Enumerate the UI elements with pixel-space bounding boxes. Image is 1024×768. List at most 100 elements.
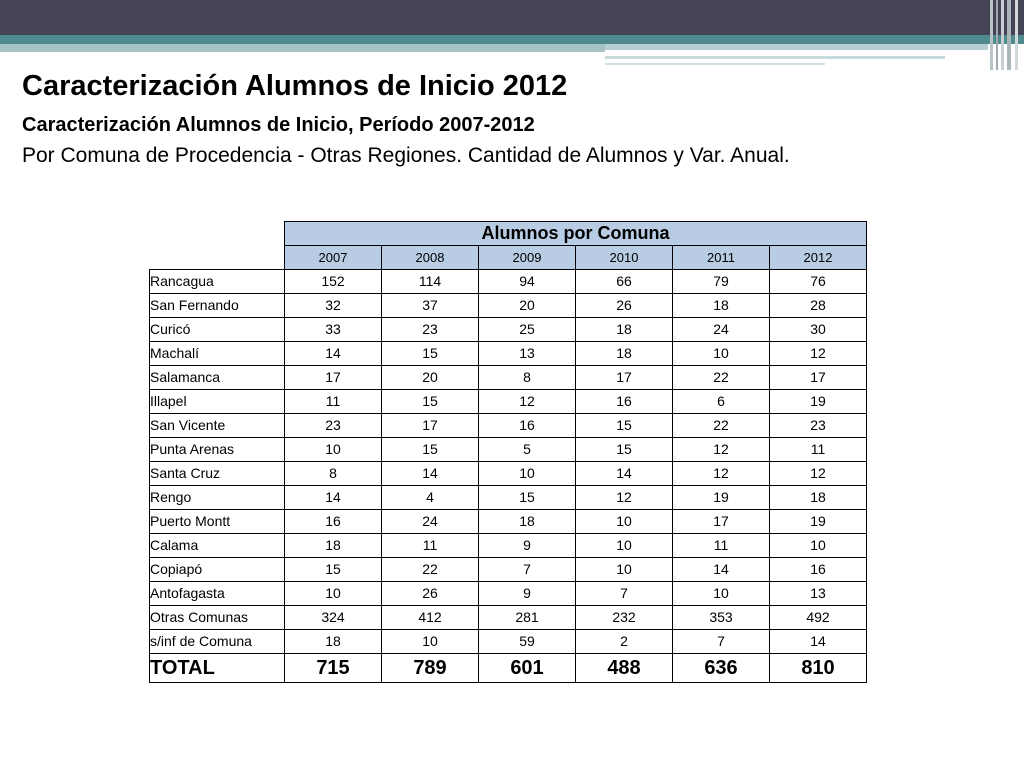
- value-cell: 18: [284, 533, 382, 558]
- value-cell: 10: [478, 461, 576, 486]
- value-cell: 13: [769, 581, 867, 606]
- value-cell: 12: [672, 461, 770, 486]
- comuna-label: Rancagua: [149, 269, 285, 294]
- value-cell: 11: [284, 389, 382, 414]
- value-cell: 14: [284, 485, 382, 510]
- value-cell: 24: [672, 317, 770, 342]
- value-cell: 9: [478, 533, 576, 558]
- header-corner-decoration: [990, 0, 1024, 70]
- value-cell: 20: [478, 293, 576, 318]
- value-cell: 23: [769, 413, 867, 438]
- value-cell: 2: [575, 629, 673, 654]
- value-cell: 33: [284, 317, 382, 342]
- value-cell: 16: [769, 557, 867, 582]
- slide-title: Caracterización Alumnos de Inicio 2012: [22, 70, 568, 102]
- header-strip: [605, 63, 825, 65]
- table-row: Santa Cruz 8 14 10 14 12 12: [149, 461, 867, 486]
- value-cell: 10: [284, 581, 382, 606]
- value-cell: 66: [575, 269, 673, 294]
- comuna-label: Antofagasta: [149, 581, 285, 606]
- value-cell: 76: [769, 269, 867, 294]
- comuna-label: San Fernando: [149, 293, 285, 318]
- table-row: Curicó 33 23 25 18 24 30: [149, 317, 867, 342]
- value-cell: 14: [769, 629, 867, 654]
- comuna-label: Punta Arenas: [149, 437, 285, 462]
- total-value-cell: 601: [478, 653, 576, 683]
- value-cell: 10: [575, 557, 673, 582]
- value-cell: 5: [478, 437, 576, 462]
- value-cell: 18: [478, 509, 576, 534]
- value-cell: 11: [381, 533, 479, 558]
- value-cell: 14: [381, 461, 479, 486]
- total-value-cell: 636: [672, 653, 770, 683]
- year-header: 2010: [575, 245, 673, 270]
- value-cell: 32: [284, 293, 382, 318]
- value-cell: 22: [381, 557, 479, 582]
- year-header: 2009: [478, 245, 576, 270]
- value-cell: 10: [672, 581, 770, 606]
- header-strip: [605, 44, 988, 50]
- value-cell: 23: [381, 317, 479, 342]
- value-cell: 24: [381, 509, 479, 534]
- value-cell: 4: [381, 485, 479, 510]
- comuna-label: Calama: [149, 533, 285, 558]
- value-cell: 26: [381, 581, 479, 606]
- slide-subtitle: Caracterización Alumnos de Inicio, Perío…: [22, 114, 535, 136]
- value-cell: 16: [478, 413, 576, 438]
- value-cell: 37: [381, 293, 479, 318]
- value-cell: 232: [575, 605, 673, 630]
- comuna-label: Copiapó: [149, 557, 285, 582]
- year-header-row: 2007 2008 2009 2010 2011 2012: [150, 245, 867, 270]
- value-cell: 17: [672, 509, 770, 534]
- value-cell: 152: [284, 269, 382, 294]
- total-value-cell: 715: [284, 653, 382, 683]
- table-row: Otras Comunas 324 412 281 232 353 492: [149, 605, 867, 630]
- year-header: 2008: [381, 245, 479, 270]
- value-cell: 23: [284, 413, 382, 438]
- value-cell: 19: [769, 509, 867, 534]
- value-cell: 15: [478, 485, 576, 510]
- value-cell: 15: [284, 557, 382, 582]
- slide-description: Por Comuna de Procedencia - Otras Region…: [22, 144, 790, 167]
- value-cell: 18: [284, 629, 382, 654]
- header-band-light: [0, 44, 605, 52]
- header-band-teal: [0, 35, 1024, 44]
- value-cell: 10: [769, 533, 867, 558]
- value-cell: 15: [381, 437, 479, 462]
- value-cell: 14: [284, 341, 382, 366]
- value-cell: 6: [672, 389, 770, 414]
- year-header: 2007: [284, 245, 382, 270]
- value-cell: 7: [478, 557, 576, 582]
- comuna-label: Machalí: [149, 341, 285, 366]
- table-row: Antofagasta 10 26 9 7 10 13: [149, 581, 867, 606]
- table-row: Calama 18 11 9 10 11 10: [149, 533, 867, 558]
- header-band-dark: [0, 0, 1024, 35]
- total-value-cell: 810: [769, 653, 867, 683]
- table-row: Machalí 14 15 13 18 10 12: [149, 341, 867, 366]
- value-cell: 25: [478, 317, 576, 342]
- value-cell: 114: [381, 269, 479, 294]
- value-cell: 17: [769, 365, 867, 390]
- table-row: Rancagua 152 114 94 66 79 76: [149, 269, 867, 294]
- value-cell: 12: [769, 341, 867, 366]
- table-row: San Fernando 32 37 20 26 18 28: [149, 293, 867, 318]
- value-cell: 14: [575, 461, 673, 486]
- value-cell: 12: [575, 485, 673, 510]
- value-cell: 18: [769, 485, 867, 510]
- value-cell: 10: [284, 437, 382, 462]
- value-cell: 324: [284, 605, 382, 630]
- value-cell: 20: [381, 365, 479, 390]
- value-cell: 7: [575, 581, 673, 606]
- value-cell: 94: [478, 269, 576, 294]
- comuna-label: Curicó: [149, 317, 285, 342]
- value-cell: 59: [478, 629, 576, 654]
- total-value-cell: 488: [575, 653, 673, 683]
- comuna-label: Salamanca: [149, 365, 285, 390]
- value-cell: 11: [769, 437, 867, 462]
- value-cell: 12: [672, 437, 770, 462]
- group-header-row: Alumnos por Comuna: [150, 221, 867, 246]
- value-cell: 30: [769, 317, 867, 342]
- value-cell: 412: [381, 605, 479, 630]
- value-cell: 10: [575, 533, 673, 558]
- total-label: TOTAL: [149, 653, 285, 683]
